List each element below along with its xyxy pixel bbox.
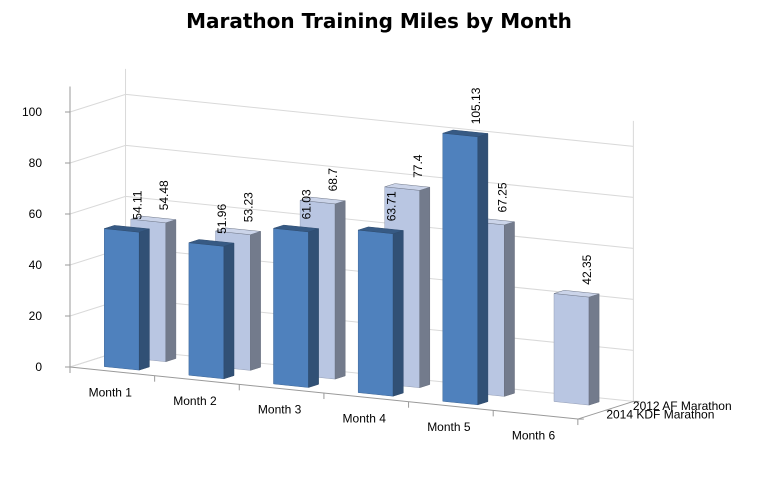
bar-side [504, 221, 515, 397]
bar-front [104, 228, 140, 371]
y-tick-label: 60 [29, 207, 43, 221]
bar [357, 226, 404, 397]
bar-side [250, 231, 261, 371]
data-label: 105.13 [469, 87, 483, 124]
bar-top [300, 196, 346, 205]
data-label: 54.48 [157, 180, 171, 210]
category-label: Month 2 [173, 394, 217, 408]
y-tick-label: 40 [29, 258, 43, 272]
bar-side [308, 228, 319, 388]
bar-side [392, 230, 404, 397]
bar-front [357, 229, 394, 397]
y-tick-label: 0 [35, 360, 42, 374]
category-label: Month 5 [427, 420, 471, 434]
bar-top [273, 224, 319, 233]
bar-side [138, 228, 150, 371]
bar-side [419, 186, 431, 389]
category-label: Month 4 [343, 411, 387, 425]
chart-title: Marathon Training Miles by Month [186, 9, 572, 33]
data-label: 63.71 [384, 191, 398, 221]
bar-top [215, 227, 261, 235]
bar-top [188, 239, 235, 247]
bar-front [442, 132, 479, 406]
data-label: 42.35 [580, 254, 594, 284]
bar-top [358, 226, 404, 234]
axes [65, 86, 640, 426]
data-label: 54.11 [130, 190, 144, 219]
category-label: Month 6 [512, 429, 556, 443]
data-label: 77.4 [411, 154, 425, 178]
bar-front [273, 228, 309, 388]
bar-front [553, 293, 590, 406]
data-label: 61.03 [300, 189, 314, 219]
bars [104, 129, 600, 406]
bar-front [188, 242, 225, 380]
data-label: 51.96 [215, 204, 229, 234]
series-label: 2014 KDF Marathon [606, 407, 714, 421]
bar-side [223, 242, 235, 380]
bar-side [477, 133, 489, 406]
bar [553, 290, 600, 406]
data-label: 68.7 [326, 168, 340, 192]
bar [104, 225, 150, 371]
data-label: 53.23 [242, 192, 256, 222]
category-label: Month 3 [258, 403, 302, 417]
gridline [69, 144, 634, 198]
bar-top [384, 183, 430, 191]
bar-top [130, 215, 176, 224]
series-label: 2012 AF Marathon [633, 399, 732, 413]
y-tick-label: 100 [22, 105, 42, 119]
data-label: 67.25 [496, 182, 510, 212]
bar-side [334, 200, 346, 380]
bar-top [442, 129, 488, 138]
bar [273, 224, 319, 388]
bar-top [553, 290, 600, 298]
labels: 0 20 40 60 80 100 Month 1 Month 2 Month 3 Month 4… [22, 87, 732, 442]
bar-top [104, 225, 150, 233]
category-label: Month 1 [89, 385, 133, 399]
y-tick-label: 20 [29, 309, 43, 323]
bar-side [165, 219, 177, 363]
gridline [69, 93, 634, 147]
bar-side [588, 293, 600, 406]
bar [442, 129, 489, 406]
bar [188, 239, 235, 380]
y-tick-label: 80 [29, 156, 43, 170]
